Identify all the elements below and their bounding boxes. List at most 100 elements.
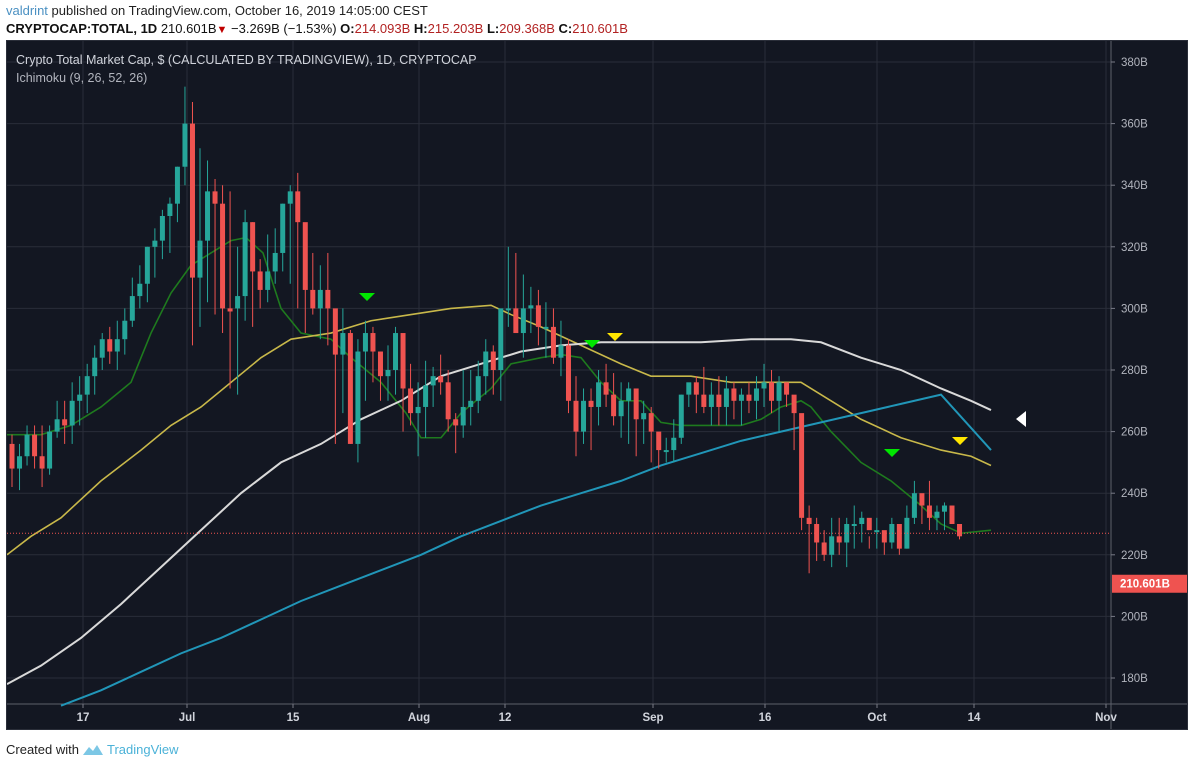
last-price-badge-label: 210.601B — [1120, 579, 1170, 591]
candle-body — [505, 308, 511, 311]
candle-body — [317, 289, 323, 309]
candle-body — [310, 289, 316, 309]
price-axis-label: 380B — [1121, 57, 1148, 69]
candle-body — [152, 240, 158, 247]
price-axis-label: 360B — [1121, 119, 1148, 131]
candle-body — [400, 333, 406, 389]
candle-body — [656, 431, 662, 451]
candle-body — [746, 394, 752, 401]
candle-body — [671, 437, 677, 451]
candle-body — [723, 388, 729, 407]
low-label: L: — [486, 21, 500, 36]
candle-body — [919, 493, 925, 506]
candle-body — [731, 388, 737, 401]
close-label: C: — [558, 21, 573, 36]
candle-body — [332, 308, 338, 355]
down-triangle-marker-icon — [584, 340, 600, 348]
candle-body — [272, 252, 278, 272]
footer: Created with TradingView — [6, 742, 179, 757]
down-triangle-icon: ▼ — [216, 24, 228, 36]
candle-body — [784, 382, 790, 395]
candle-body — [626, 388, 632, 401]
candle-body — [227, 308, 233, 312]
indicator-line — [7, 236, 992, 535]
candle-body — [558, 345, 564, 358]
candle-body — [62, 419, 68, 426]
candle-body — [235, 296, 241, 309]
candle-body — [212, 191, 218, 204]
candle-body — [866, 517, 872, 531]
candle-body — [122, 320, 128, 340]
candle-body — [911, 493, 917, 518]
candle-body — [47, 431, 53, 469]
down-triangle-marker-icon — [607, 333, 623, 341]
candle-body — [182, 123, 188, 167]
candle-body — [69, 400, 75, 426]
indicator-label[interactable]: Ichimoku (9, 26, 52, 26) — [16, 71, 148, 85]
candle-body — [776, 382, 782, 401]
candle-body — [408, 388, 414, 414]
candle-body — [498, 308, 504, 370]
candle-body — [159, 216, 165, 241]
indicator-line — [60, 393, 992, 707]
time-axis-label: Jul — [179, 712, 196, 724]
candle-body — [393, 333, 399, 370]
candle-body — [618, 400, 624, 417]
price-axis-label: 300B — [1121, 303, 1148, 315]
time-axis-label: Aug — [408, 712, 430, 724]
down-triangle-marker-icon — [952, 437, 968, 445]
candle-body — [904, 517, 910, 549]
candle-body — [799, 413, 805, 518]
time-axis-label: Oct — [867, 712, 886, 724]
symbol-ohlc-bar: CRYPTOCAP:TOTAL, 1D 210.601B▼ −3.269B (−… — [6, 21, 628, 36]
candle-body — [543, 326, 549, 329]
tradingview-link[interactable]: TradingView — [106, 742, 179, 757]
candle-body — [701, 394, 707, 407]
candle-body — [483, 351, 489, 377]
candle-body — [445, 382, 451, 420]
candle-body — [573, 400, 579, 432]
candle-body — [926, 505, 932, 518]
candle-body — [678, 394, 684, 438]
candle-body — [490, 351, 496, 370]
last-price-badge — [1112, 574, 1187, 593]
high-label: H: — [413, 21, 428, 36]
candle-body — [475, 376, 481, 401]
price-axis-label: 260B — [1121, 427, 1148, 439]
candle-body — [167, 203, 173, 216]
candle-body — [377, 351, 383, 377]
candle-body — [814, 524, 820, 543]
candle-body — [423, 385, 429, 407]
candle-body — [716, 394, 722, 407]
candle-body — [347, 333, 353, 444]
price-axis-label: 240B — [1121, 488, 1148, 500]
chart-panel[interactable]: 380B 360B 340B 320B 300B 280B 260B 240B 220B 200B… — [6, 40, 1188, 730]
candle-body — [430, 376, 436, 386]
candle-body — [287, 191, 293, 204]
candle-body — [24, 434, 30, 457]
candle-body — [114, 339, 120, 352]
candle-body — [302, 222, 308, 290]
candle-body — [941, 505, 947, 512]
candle-body — [189, 123, 195, 278]
time-axis-label: Sep — [642, 712, 663, 724]
candle-body — [648, 413, 654, 432]
candle-body — [340, 333, 346, 355]
candle-body — [957, 524, 963, 537]
candle-body — [174, 166, 180, 204]
candle-body — [250, 222, 256, 272]
published-text: published on TradingView.com, October 16… — [51, 3, 428, 18]
tradingview-logo-icon — [82, 744, 103, 755]
candle-body — [265, 271, 271, 290]
author-link[interactable]: valdrint — [6, 3, 48, 18]
left-triangle-marker-icon — [1016, 411, 1026, 427]
time-axis-label: Nov — [1095, 712, 1117, 724]
candle-body — [129, 296, 135, 321]
price-axis-label: 180B — [1121, 673, 1148, 685]
candle-body — [881, 530, 887, 543]
candle-body — [9, 443, 15, 469]
candle-body — [836, 536, 842, 543]
candle-body — [889, 524, 895, 543]
candlestick-chart[interactable]: 380B 360B 340B 320B 300B 280B 260B 240B 220B 200B… — [7, 41, 1188, 730]
candle-body — [949, 505, 955, 524]
